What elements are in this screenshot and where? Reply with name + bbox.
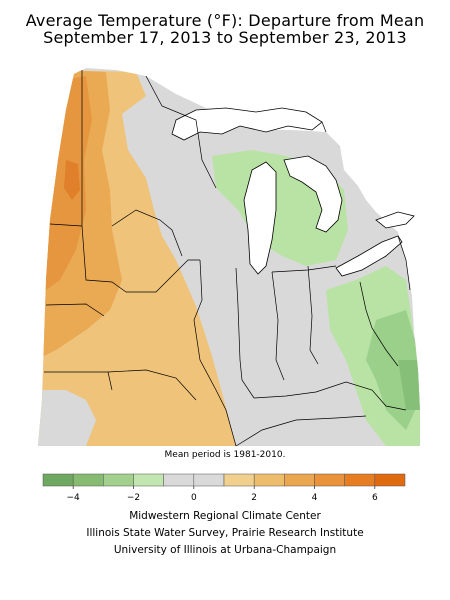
legend-swatch [314, 473, 345, 487]
mean-period-note: Mean period is 1981-2010. [164, 450, 286, 460]
legend-swatch [72, 473, 104, 487]
credit-line-2: Illinois State Water Survey, Prairie Res… [86, 527, 364, 539]
map-title: Average Temperature (°F): Departure from… [0, 12, 450, 46]
lake-michigan [243, 161, 277, 275]
legend-swatch [193, 473, 225, 487]
legend-tick-label: 0 [191, 493, 197, 503]
color-legend: −4 −2 0 2 4 6 [42, 472, 406, 512]
lake-superior [171, 107, 323, 141]
credit-line-1: Midwestern Regional Climate Center [129, 510, 321, 522]
legend-tick-labels: −4 −2 0 2 4 6 [67, 486, 378, 503]
legend-tick-label: −4 [67, 493, 81, 503]
credits: Midwestern Regional Climate Center Illin… [0, 508, 450, 559]
credit-line-3: University of Illinois at Urbana-Champai… [113, 544, 337, 556]
temperature-departure-map [26, 60, 426, 448]
legend-swatch [284, 473, 315, 487]
legend-swatch [374, 473, 406, 487]
title-line-2: September 17, 2013 to September 23, 2013 [43, 28, 407, 47]
legend-swatch [344, 473, 376, 487]
legend-swatch [163, 473, 195, 487]
legend-tick-label: 2 [251, 493, 257, 503]
legend-color-bar [42, 473, 406, 487]
legend-tick-label: 4 [312, 493, 318, 503]
lake-erie [335, 235, 403, 277]
legend-swatch [253, 473, 285, 487]
lake-huron [283, 155, 343, 233]
legend-tick-label: −2 [127, 493, 140, 503]
map-land [38, 68, 420, 447]
lake-ontario [375, 211, 415, 229]
legend-swatch [42, 473, 74, 487]
legend-swatch [103, 473, 134, 487]
legend-swatch [133, 473, 164, 487]
legend-tick-label: 6 [372, 493, 378, 503]
legend-swatch [223, 473, 255, 487]
title-line-1: Average Temperature (°F): Departure from… [25, 11, 425, 30]
